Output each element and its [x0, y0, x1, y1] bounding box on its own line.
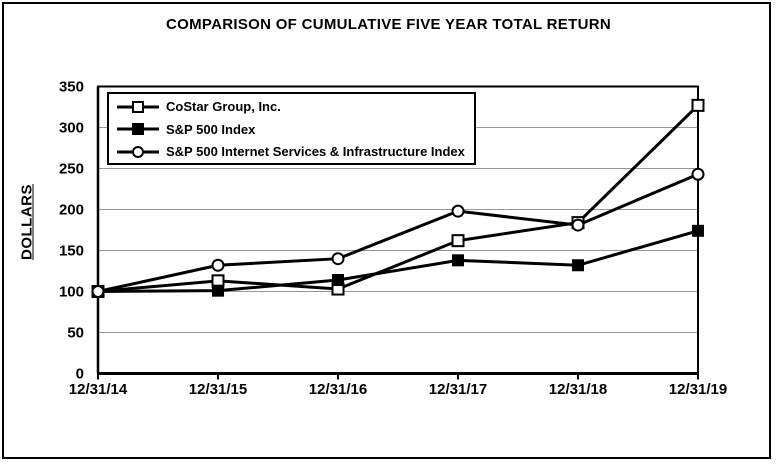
data-point-open-circle	[91, 285, 105, 298]
data-point-open-circle	[211, 258, 225, 272]
legend: CoStar Group, Inc. S&P 500 Index S&P 500…	[107, 92, 476, 165]
data-point-open-square	[451, 234, 465, 248]
legend-label: S&P 500 Index	[166, 121, 256, 137]
series-line-2	[97, 172, 699, 293]
x-tick-label: 12/31/19	[669, 381, 727, 398]
data-point-open-circle	[331, 252, 345, 266]
data-point-filled-square	[692, 224, 704, 237]
y-tick-label: 0	[76, 366, 84, 383]
y-tick-label: 200	[59, 202, 84, 219]
data-point-open-circle	[571, 218, 585, 232]
open-square-marker-icon	[117, 100, 159, 113]
x-tick-label: 12/31/15	[189, 381, 247, 398]
data-point-open-circle	[691, 167, 705, 181]
y-tick-label: 350	[59, 79, 84, 96]
series-line-1	[97, 229, 699, 293]
data-point-filled-square	[452, 254, 464, 267]
x-tick-label: 12/31/18	[549, 381, 607, 398]
y-tick-label: 250	[59, 161, 84, 178]
series-line-0	[97, 104, 700, 293]
x-tick-label: 12/31/16	[309, 381, 367, 398]
x-tick-label: 12/31/14	[69, 381, 128, 398]
data-point-filled-square	[572, 259, 584, 272]
chart-title: COMPARISON OF CUMULATIVE FIVE YEAR TOTAL…	[166, 16, 611, 33]
data-point-filled-square	[332, 274, 344, 287]
filled-square-marker-icon	[117, 123, 159, 135]
open-circle-marker-icon	[117, 145, 159, 158]
data-point-open-square	[691, 98, 705, 112]
y-tick-label: 100	[59, 284, 84, 301]
legend-label: S&P 500 Internet Services & Infrastructu…	[166, 144, 465, 159]
data-point-filled-square	[212, 284, 224, 297]
x-tick-label: 12/31/17	[429, 381, 487, 398]
y-tick-label: 300	[59, 120, 84, 137]
data-point-open-circle	[451, 204, 465, 218]
legend-label: CoStar Group, Inc.	[166, 99, 281, 114]
y-tick-label: 150	[59, 243, 84, 260]
legend-item-sp500: S&P 500 Index	[117, 118, 474, 140]
y-tick-label: 50	[67, 325, 84, 342]
legend-item-sp500-internet: S&P 500 Internet Services & Infrastructu…	[117, 141, 474, 163]
legend-item-costar: CoStar Group, Inc.	[117, 96, 474, 118]
